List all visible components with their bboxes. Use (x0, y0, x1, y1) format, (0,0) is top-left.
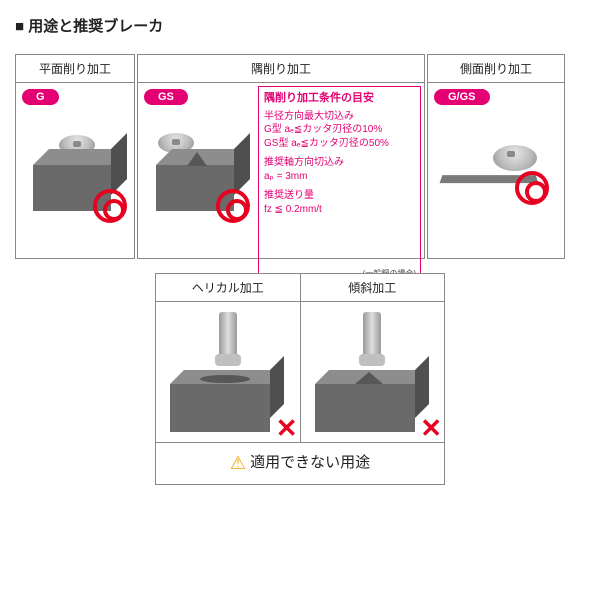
cutter-icon (493, 145, 537, 171)
cond-line: 推奨軸方向切込み aₚ = 3mm (264, 156, 415, 183)
tool-cylinder-icon (363, 312, 381, 356)
badge-ggs: G/GS (434, 89, 490, 105)
caption-text: 適用できない用途 (250, 454, 370, 471)
cell-face-milling: 平面削り加工 G (15, 54, 135, 259)
cond-line: 推奨送り量 fz ≦ 0.2mm/t (264, 189, 415, 216)
cell-side-milling: 側面削り加工 G/GS (427, 54, 565, 259)
conditions-title: 隅削り加工条件の目安 (264, 91, 415, 106)
pocket-cut-icon (200, 375, 250, 383)
header-helical: ヘリカル加工 (156, 274, 300, 302)
body-helical: ✕ (156, 302, 300, 442)
step-cut-icon (187, 152, 207, 166)
target-ring-icon (216, 189, 250, 223)
body-face: G (16, 83, 134, 258)
header-side: 側面削り加工 (428, 55, 564, 83)
cond-line: 半径方向最大切込み G型 aₑ≦カッタ刃径の10% GS型 aₑ≦カッタ刃径の5… (264, 110, 415, 151)
target-ring-icon (93, 189, 127, 223)
badge-g: G (22, 89, 59, 105)
body-side: G/GS (428, 83, 564, 258)
tool-cylinder-icon (219, 312, 237, 356)
unsupported-box: ヘリカル加工 ✕ 傾斜加工 ✕ ⚠適用できない用途 (155, 273, 445, 485)
header-ramp: 傾斜加工 (301, 274, 445, 302)
conditions-panel: 隅削り加工条件の目安 半径方向最大切込み G型 aₑ≦カッタ刃径の10% GS型… (258, 86, 421, 283)
vee-cut-icon (355, 372, 383, 384)
body-ramp: ✕ (301, 302, 445, 442)
body-corner-left: GS (138, 83, 258, 286)
cell-helical: ヘリカル加工 ✕ (156, 274, 301, 442)
scene-corner (148, 117, 248, 227)
cell-corner-milling: 隅削り加工 GS 隅削り加工条件の目安 半径方向最大切込み G型 aₑ≦カッタ刃… (137, 54, 425, 259)
x-mark-icon: ✕ (276, 413, 298, 444)
scene-face (25, 117, 125, 227)
badge-gs: GS (144, 89, 188, 105)
x-mark-icon: ✕ (420, 413, 442, 444)
header-face: 平面削り加工 (16, 55, 134, 83)
warning-icon: ⚠ (230, 453, 246, 473)
cell-ramp: 傾斜加工 ✕ (301, 274, 445, 442)
page-title: ■ 用途と推奨ブレーカ (15, 15, 585, 36)
title-text: ■ 用途と推奨ブレーカ (15, 18, 163, 35)
unsupported-caption: ⚠適用できない用途 (156, 442, 444, 484)
workpiece-block (170, 384, 270, 432)
scene-side (437, 117, 555, 227)
header-corner: 隅削り加工 (138, 55, 424, 83)
workpiece-block (315, 384, 415, 432)
target-ring-icon (515, 171, 549, 205)
top-row: 平面削り加工 G 隅削り加工 GS 隅削り加工条件 (15, 54, 585, 259)
